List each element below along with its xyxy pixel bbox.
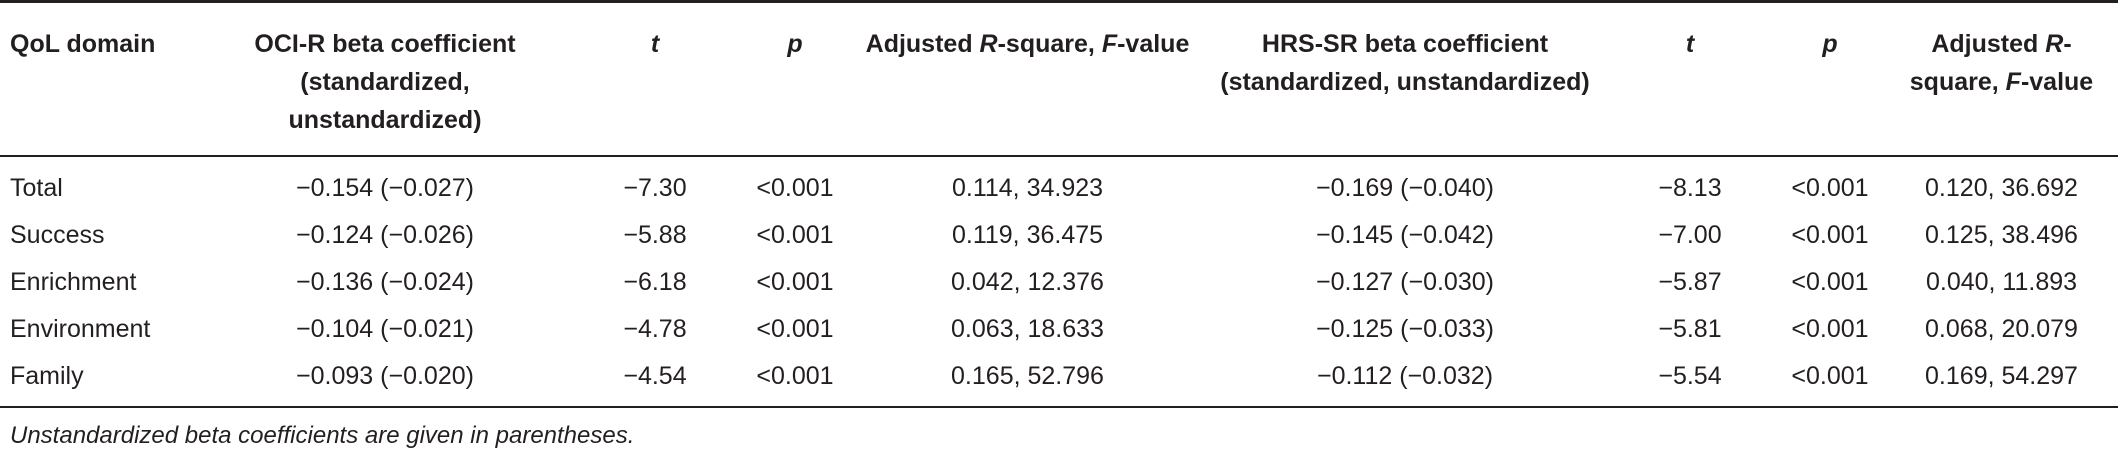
header-oci-r-adjusted-r-square: Adjusted R-square, F-value: [850, 2, 1205, 157]
header-hrs-sr-beta: HRS-SR beta coefficient (standardized, u…: [1205, 2, 1605, 157]
header-qol-domain: QoL domain: [0, 2, 200, 157]
cell-hrs-sr-beta: −0.127 (−0.030): [1316, 268, 1494, 296]
table-body: Total −0.154 (−0.027) −7.30 <0.001 0.114, 34…: [0, 156, 2118, 407]
header-text: p: [1822, 30, 1838, 58]
cell-oci-r-p: <0.001: [756, 174, 834, 202]
regression-results-table: QoL domain OCI-R beta coefficient (standa…: [0, 1, 2118, 407]
header-text: F: [2005, 68, 2021, 96]
cell-hrs-sr-beta: −0.169 (−0.040): [1316, 174, 1494, 202]
table-header: QoL domain OCI-R beta coefficient (standa…: [0, 1, 2118, 157]
cell-hrs-sr-adjusted-r-square: 0.120, 36.692: [1925, 174, 2078, 202]
table-row: Total −0.154 (−0.027) −7.30 <0.001 0.114, 34…: [0, 156, 2118, 212]
cell-hrs-sr-adjusted-r-square: 0.040, 11.893: [1925, 268, 2078, 296]
table-row: Environment −0.104 (−0.021) −4.78 <0.001 0.0…: [0, 306, 2118, 353]
cell-hrs-sr-t: −5.87: [1658, 268, 1722, 296]
cell-hrs-sr-p: <0.001: [1791, 268, 1869, 296]
header-hrs-sr-adjusted-r-square: Adjusted R-square, F-value: [1885, 2, 2118, 157]
cell-oci-r-p: <0.001: [756, 268, 834, 296]
cell-qol-domain: Family: [10, 362, 84, 390]
cell-oci-r-t: −6.18: [623, 268, 687, 296]
table-footnote: Unstandardized beta coefficients are giv…: [10, 422, 635, 449]
cell-oci-r-beta: −0.136 (−0.024): [296, 268, 474, 296]
cell-oci-r-adjusted-r-square: 0.114, 34.923: [951, 174, 1104, 202]
cell-hrs-sr-t: −5.54: [1658, 362, 1722, 390]
cell-hrs-sr-beta: −0.145 (−0.042): [1316, 221, 1494, 249]
cell-qol-domain: Enrichment: [10, 268, 137, 296]
header-oci-r-beta: OCI-R beta coefficient (standardized, un…: [200, 2, 570, 157]
cell-hrs-sr-adjusted-r-square: 0.068, 20.079: [1925, 315, 2078, 343]
cell-hrs-sr-t: −5.81: [1658, 315, 1722, 343]
header-text: QoL domain: [10, 30, 156, 58]
cell-oci-r-beta: −0.093 (−0.020): [296, 362, 474, 390]
cell-oci-r-p: <0.001: [756, 221, 834, 249]
header-text: -value: [2020, 68, 2094, 96]
header-hrs-sr-p: p: [1775, 2, 1885, 157]
header-text: t: [1685, 30, 1695, 58]
cell-hrs-sr-adjusted-r-square: 0.169, 54.297: [1925, 362, 2078, 390]
cell-qol-domain: Environment: [10, 315, 151, 343]
header-text: -value: [1117, 30, 1190, 58]
header-text: R: [979, 30, 998, 58]
table-row: Family −0.093 (−0.020) −4.54 <0.001 0.165, 5…: [0, 353, 2118, 407]
header-text: HRS-SR beta coefficient (standardized, u…: [1220, 30, 1590, 96]
cell-hrs-sr-t: −8.13: [1658, 174, 1722, 202]
header-text: OCI-R beta coefficient (standardized, un…: [254, 30, 516, 134]
results-table-container: QoL domain OCI-R beta coefficient (standa…: [0, 1, 2118, 407]
cell-qol-domain: Total: [10, 174, 63, 202]
header-oci-r-p: p: [740, 2, 850, 157]
cell-hrs-sr-adjusted-r-square: 0.125, 38.496: [1925, 221, 2078, 249]
cell-oci-r-adjusted-r-square: 0.042, 12.376: [951, 268, 1104, 296]
header-hrs-sr-t: t: [1605, 2, 1775, 157]
cell-hrs-sr-p: <0.001: [1791, 174, 1869, 202]
cell-hrs-sr-beta: −0.125 (−0.033): [1316, 315, 1494, 343]
cell-oci-r-p: <0.001: [756, 315, 834, 343]
header-text: Adjusted: [1931, 30, 2046, 58]
cell-oci-r-beta: −0.124 (−0.026): [296, 221, 474, 249]
cell-hrs-sr-p: <0.001: [1791, 221, 1869, 249]
table-row: Enrichment −0.136 (−0.024) −6.18 <0.001 0.04…: [0, 259, 2118, 306]
cell-hrs-sr-p: <0.001: [1791, 362, 1869, 390]
cell-oci-r-adjusted-r-square: 0.165, 52.796: [951, 362, 1104, 390]
header-text: p: [787, 30, 803, 58]
header-oci-r-t: t: [570, 2, 740, 157]
cell-oci-r-t: −4.78: [623, 315, 687, 343]
cell-oci-r-adjusted-r-square: 0.119, 36.475: [951, 221, 1104, 249]
cell-oci-r-adjusted-r-square: 0.063, 18.633: [951, 315, 1104, 343]
cell-oci-r-t: −7.30: [623, 174, 687, 202]
header-text: F: [1101, 30, 1118, 58]
header-row: QoL domain OCI-R beta coefficient (standa…: [0, 1, 2118, 157]
cell-hrs-sr-t: −7.00: [1658, 221, 1722, 249]
table-row: Success −0.124 (−0.026) −5.88 <0.001 0.119, …: [0, 212, 2118, 259]
cell-oci-r-t: −5.88: [623, 221, 687, 249]
cell-oci-r-beta: −0.104 (−0.021): [296, 315, 474, 343]
cell-oci-r-p: <0.001: [756, 362, 834, 390]
cell-hrs-sr-beta: −0.112 (−0.032): [1316, 362, 1494, 390]
cell-hrs-sr-p: <0.001: [1791, 315, 1869, 343]
header-text: R: [2045, 30, 2064, 58]
cell-oci-r-t: −4.54: [623, 362, 687, 390]
header-text: Adjusted: [865, 30, 980, 58]
header-text: t: [650, 30, 660, 58]
cell-qol-domain: Success: [10, 221, 105, 249]
header-text: -square,: [1909, 30, 2072, 96]
cell-oci-r-beta: −0.154 (−0.027): [296, 174, 474, 202]
header-text: -square,: [997, 30, 1102, 58]
